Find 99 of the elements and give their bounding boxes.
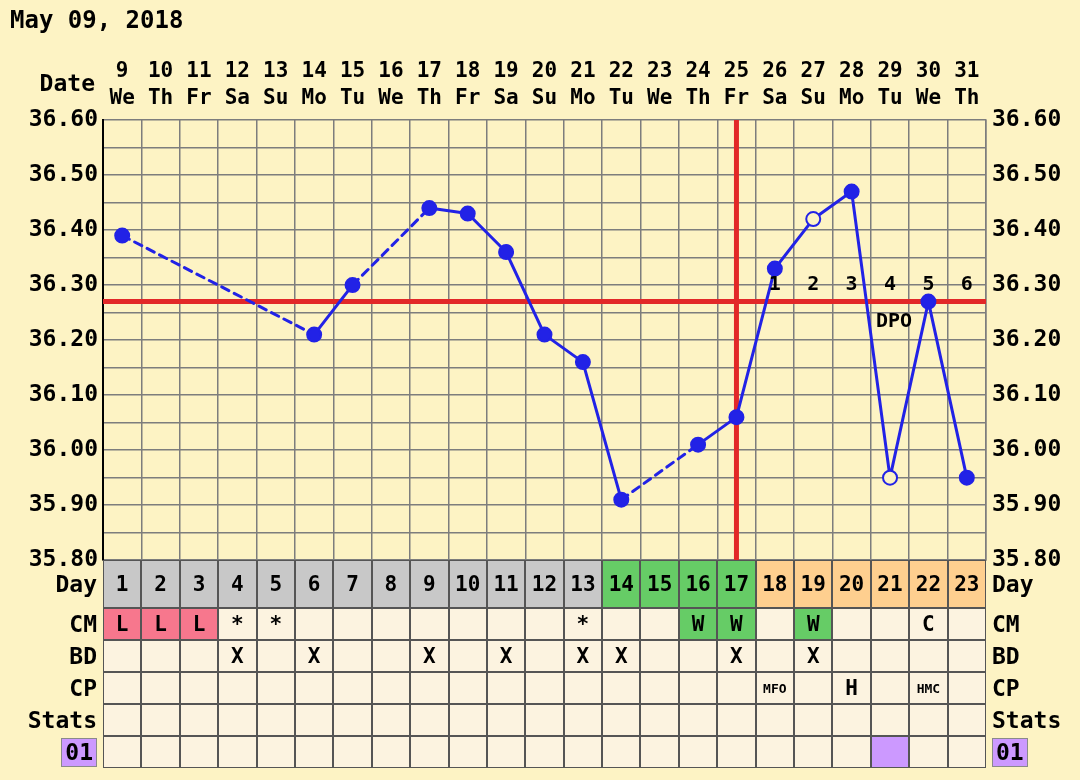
x-axis-title: Date	[39, 69, 95, 96]
text: X	[422, 644, 436, 669]
x-tick-label: 27 Su	[800, 57, 826, 109]
text: *	[576, 612, 590, 637]
y-tick-label: CM	[69, 611, 97, 638]
annotation: 6	[960, 270, 973, 295]
y2-tick-label: 36.50	[992, 159, 1062, 186]
text: MFO	[763, 680, 787, 696]
x-tick-label: 30 We	[915, 57, 942, 109]
text: X	[576, 644, 590, 669]
point	[843, 183, 860, 200]
y-tick-label: 36.10	[28, 380, 98, 407]
y2-tick-label: CM	[992, 611, 1020, 638]
y-tick-label: Day	[55, 571, 97, 598]
point	[574, 354, 591, 371]
point	[882, 469, 899, 486]
text: *	[231, 612, 244, 637]
text: C	[922, 612, 935, 637]
y2-tick-label: 36.30	[992, 270, 1062, 297]
text: X	[806, 644, 820, 669]
text: W	[730, 612, 743, 637]
text: L	[115, 612, 129, 637]
point	[920, 293, 937, 310]
y2-tick-label: 36.00	[992, 435, 1062, 462]
y2-tick-label: 36.20	[992, 325, 1062, 352]
point	[114, 227, 131, 244]
point	[536, 326, 553, 343]
text: X	[614, 644, 628, 669]
x-tick-label: 31 Th	[954, 57, 980, 109]
text: *	[269, 612, 283, 637]
y-tick-label: 35.90	[28, 490, 98, 517]
x-tick-label: 25 Fr	[723, 57, 750, 109]
point	[421, 200, 438, 217]
y2-tick-label: Stats	[992, 707, 1062, 734]
point	[958, 469, 975, 486]
y-tick-label: 01	[61, 737, 97, 767]
y2-tick-label: Day	[992, 571, 1034, 598]
point	[613, 491, 630, 508]
x-tick-label: 23 We	[647, 57, 673, 109]
point	[498, 244, 515, 261]
text: W	[691, 612, 705, 637]
y-tick-label: 36.20	[28, 325, 98, 352]
text: H	[845, 676, 858, 701]
y-tick-label: 35.80	[28, 545, 98, 572]
x-tick-label: 19 Sa	[493, 57, 519, 109]
y2-tick-label: 36.60	[992, 104, 1062, 131]
y-tick-label: 36.00	[28, 435, 98, 462]
text: X	[231, 644, 244, 669]
text: HMC	[916, 680, 941, 696]
y-tick-label: CP	[69, 675, 97, 702]
x-tick-label: 28 Mo	[838, 57, 865, 109]
annotation: 5	[922, 270, 935, 295]
point	[306, 326, 323, 343]
y2-tick-label: 01	[992, 737, 1028, 767]
x-tick-label: 16 We	[378, 57, 404, 109]
x-tick-label: 10 Th	[147, 57, 174, 109]
x-tick-label: 18 Fr	[455, 57, 481, 109]
y-tick-label: Stats	[27, 707, 97, 734]
x-tick-label: 20 Su	[531, 57, 558, 109]
x-tick-label: 29 Tu	[877, 57, 903, 109]
y2-tick-label: 36.10	[992, 380, 1062, 407]
text: X	[307, 644, 321, 669]
x-tick-label: 9 We	[109, 57, 135, 109]
y-tick-label: 36.50	[28, 159, 98, 186]
x-tick-label: 11 Fr	[186, 57, 212, 109]
annotation: 2	[807, 270, 820, 295]
y-tick-label: 36.40	[28, 215, 98, 242]
chart-title: May 09, 2018	[10, 6, 184, 34]
x-tick-label: 17 Th	[416, 57, 442, 109]
annotation: 4	[884, 270, 897, 295]
point	[805, 211, 822, 228]
text: X	[730, 644, 743, 669]
text: L	[154, 612, 167, 637]
y-tick-label: BD	[69, 643, 97, 670]
y-tick-label: 36.30	[28, 270, 98, 297]
x-tick-label: 24 Th	[685, 57, 711, 109]
x-tick-label: 13 Su	[263, 57, 289, 109]
x-tick-label: 15 Tu	[339, 57, 366, 109]
point	[728, 409, 745, 426]
annotation: 3	[845, 270, 858, 295]
y2-tick-label: BD	[992, 643, 1020, 670]
text: W	[806, 612, 820, 637]
x-tick-label: 12 Sa	[224, 57, 251, 109]
text: X	[499, 644, 513, 669]
annotation: DPO	[875, 307, 913, 332]
y2-tick-label: 36.40	[992, 215, 1062, 242]
text: L	[192, 612, 206, 637]
x-tick-label: 21 Mo	[570, 57, 596, 109]
y2-tick-label: 35.90	[992, 490, 1062, 517]
point	[459, 205, 476, 222]
y-tick-label: 36.60	[28, 104, 98, 131]
y2-tick-label: CP	[992, 675, 1020, 702]
point	[344, 277, 361, 294]
x-tick-label: 22 Tu	[608, 57, 634, 109]
x-tick-label: 14 Mo	[301, 57, 327, 109]
point	[766, 260, 783, 277]
point	[690, 436, 707, 453]
x-tick-label: 26 Sa	[762, 57, 788, 109]
y2-tick-label: 35.80	[992, 545, 1062, 572]
